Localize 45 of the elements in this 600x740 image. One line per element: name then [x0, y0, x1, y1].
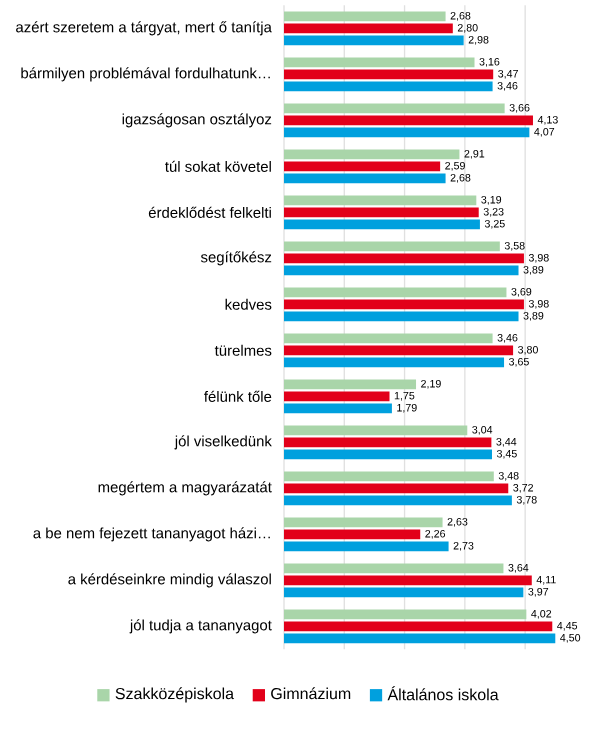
bar: [284, 333, 493, 344]
bar: [284, 449, 492, 460]
legend-label: Szakközépiskola: [115, 687, 235, 703]
bar: [284, 311, 519, 322]
bar: [284, 563, 504, 574]
bar: [284, 241, 500, 252]
bar: [284, 81, 493, 92]
bar: [284, 69, 494, 80]
legend-label: Gimnázium: [271, 687, 351, 700]
bar: [284, 575, 532, 586]
bar: [284, 529, 421, 540]
bar: [284, 437, 492, 448]
bar: [284, 471, 494, 482]
bar: [284, 345, 514, 356]
bar: [284, 287, 507, 298]
bar: [284, 483, 509, 494]
bar: [284, 35, 464, 46]
bar: [284, 127, 530, 138]
bar: [284, 621, 553, 632]
legend-label: Általános iskola: [387, 686, 499, 701]
bar: [284, 403, 392, 414]
bar: [284, 357, 505, 368]
bar: [284, 587, 524, 598]
bar: [284, 195, 477, 206]
bar: [284, 609, 527, 620]
bar: [284, 219, 480, 230]
bar: [284, 495, 512, 506]
bar: [284, 391, 390, 402]
bar: [284, 299, 524, 310]
bar: [284, 103, 505, 114]
bar: [284, 173, 446, 184]
bar: [284, 253, 524, 264]
bar: [284, 23, 453, 34]
bar: [284, 11, 446, 22]
bar: [284, 541, 449, 552]
bar: [284, 115, 533, 126]
bar: [284, 161, 441, 172]
bar: [284, 633, 556, 644]
bar: [284, 517, 443, 528]
bar: [284, 265, 519, 276]
bar: [284, 207, 479, 218]
bar: [284, 57, 475, 68]
bar: [284, 425, 468, 436]
bar: [284, 379, 417, 390]
bar: [284, 149, 460, 160]
